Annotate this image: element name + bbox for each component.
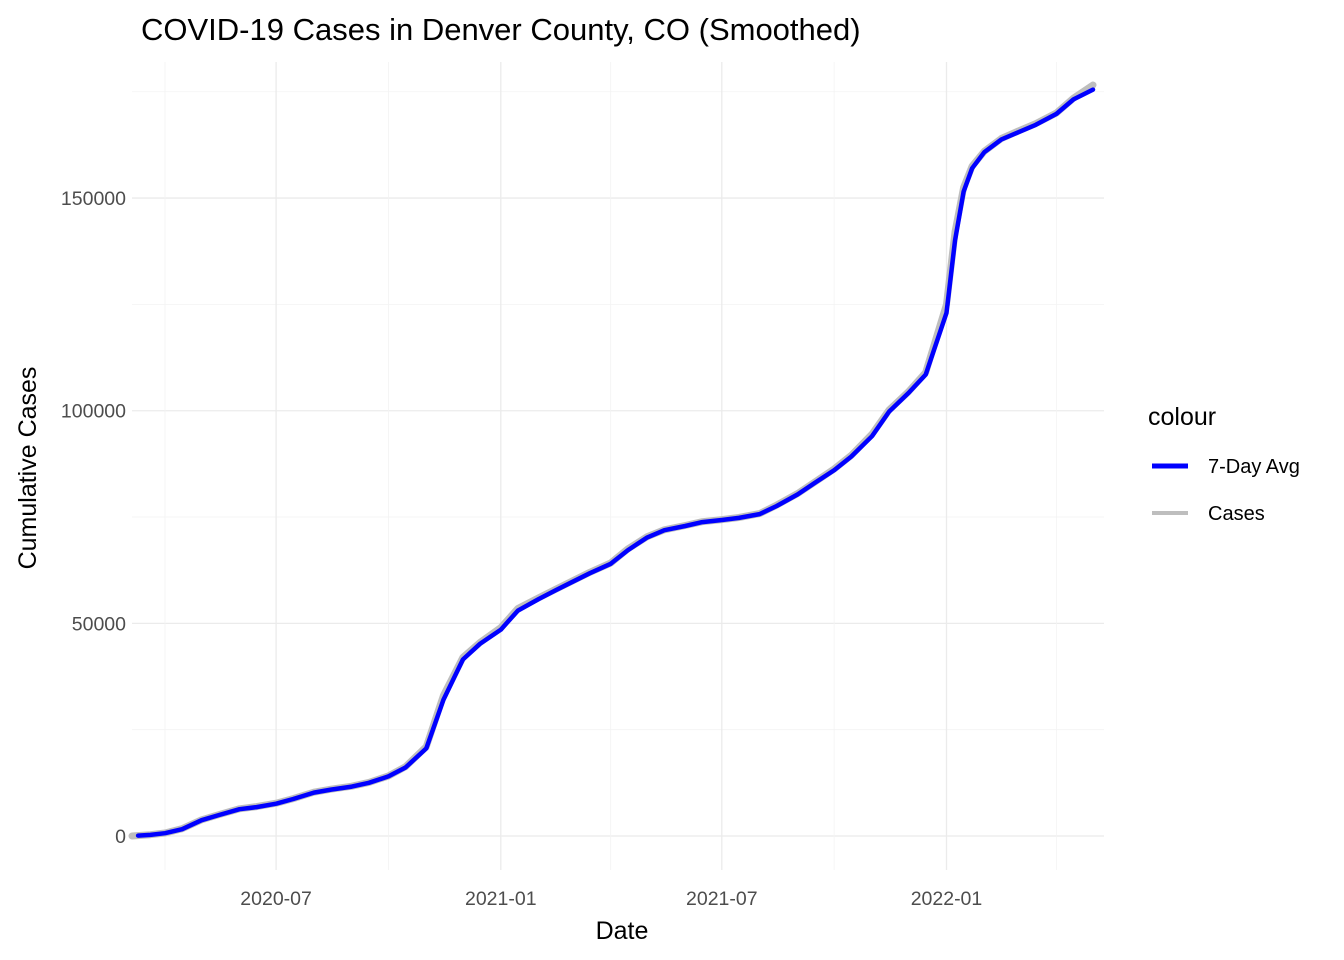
chart-title: COVID-19 Cases in Denver County, CO (Smo…: [141, 12, 861, 47]
y-tick-label: 0: [115, 826, 126, 848]
y-tick-label: 150000: [61, 188, 126, 210]
y-axis-title: Cumulative Cases: [14, 367, 42, 570]
series-line-7-day-avg: [135, 87, 1096, 838]
grid: [132, 62, 1104, 870]
tick-labels: 0 50000 100000 150000 2020-07 2021-01 2021-07 2…: [61, 188, 982, 910]
x-tick-label: 2021-07: [686, 888, 758, 910]
series-layer: [128, 81, 1097, 840]
legend: colour 7-Day Avg Cases: [1148, 403, 1300, 525]
legend-entries: 7-Day Avg Cases: [1152, 456, 1300, 525]
x-axis-title: Date: [596, 917, 649, 945]
x-tick-label: 2022-01: [911, 888, 983, 910]
legend-title: colour: [1148, 403, 1216, 431]
legend-label: 7-Day Avg: [1208, 456, 1300, 478]
x-tick-label: 2020-07: [240, 888, 312, 910]
y-tick-label: 50000: [72, 613, 126, 635]
x-tick-label: 2021-01: [465, 888, 537, 910]
y-tick-label: 100000: [61, 401, 126, 423]
legend-label: Cases: [1208, 503, 1265, 525]
